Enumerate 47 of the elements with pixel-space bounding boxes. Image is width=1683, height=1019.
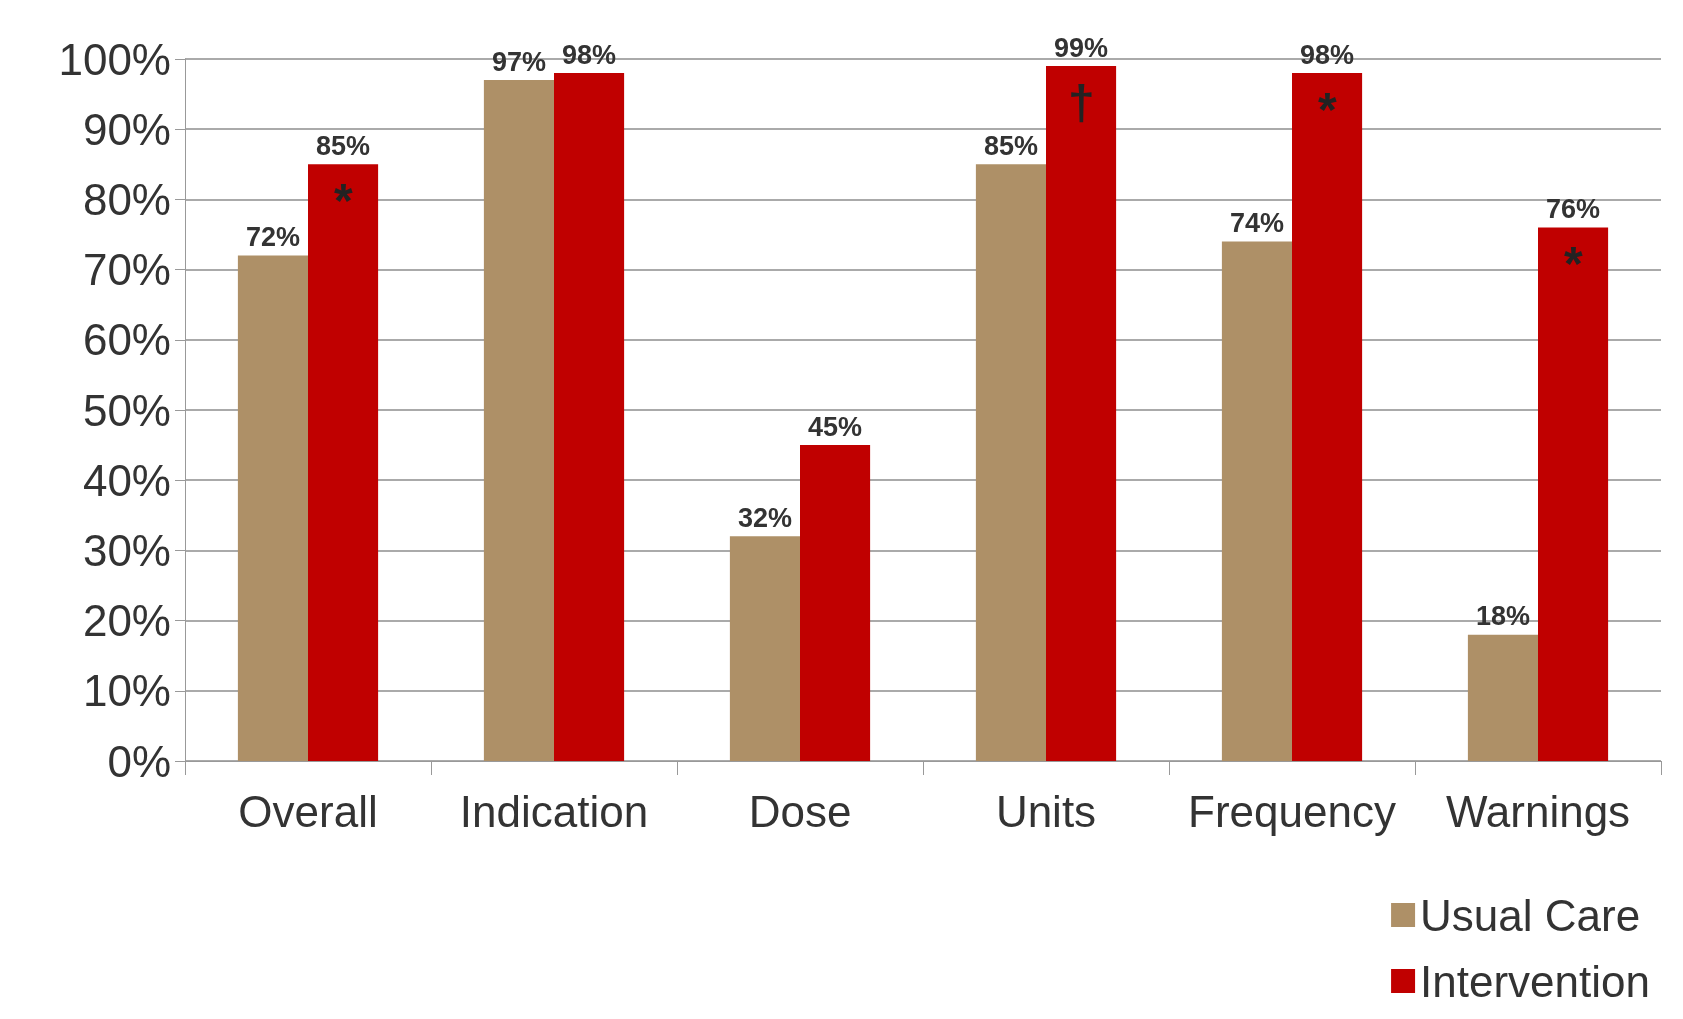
y-tick-label: 10% — [82, 666, 171, 716]
data-label: 32% — [737, 502, 792, 533]
data-label: 98% — [562, 39, 617, 70]
data-label: 72% — [245, 222, 300, 253]
data-label: 76% — [1546, 193, 1601, 224]
y-tick-label: 0% — [107, 736, 171, 786]
y-tick-label: 70% — [82, 245, 171, 295]
y-tick-label: 80% — [82, 174, 171, 224]
annotation: * — [1318, 82, 1338, 136]
bar — [554, 73, 625, 761]
x-tick-label: Units — [995, 786, 1097, 836]
data-label: 74% — [1229, 208, 1284, 239]
bar — [1467, 634, 1538, 761]
data-label: 45% — [808, 411, 863, 442]
y-tick-label: 50% — [82, 385, 171, 435]
x-tick-label: Warnings — [1445, 786, 1631, 836]
annotation: † — [1068, 75, 1095, 129]
y-tick-label: 60% — [82, 315, 171, 365]
data-label: 18% — [1475, 601, 1530, 632]
bar — [483, 80, 554, 761]
bar — [729, 536, 800, 761]
data-label: 98% — [1300, 39, 1355, 70]
y-tick-label: 30% — [82, 525, 171, 575]
bar — [1046, 66, 1117, 761]
legend-label: Usual Care — [1420, 890, 1641, 940]
y-tick-label: 100% — [58, 34, 171, 84]
x-tick-label: Indication — [459, 786, 649, 836]
bar — [1538, 227, 1609, 761]
y-tick-label: 90% — [82, 104, 171, 154]
bar — [1221, 241, 1292, 761]
annotation: * — [1564, 236, 1584, 290]
x-tick-label: Frequency — [1188, 786, 1396, 836]
x-tick-label: Overall — [238, 786, 378, 836]
data-label: 85% — [316, 130, 371, 161]
legend-label: Intervention — [1420, 956, 1651, 1006]
x-tick-label: Dose — [748, 786, 852, 836]
bar — [308, 164, 379, 761]
y-tick-label: 40% — [82, 455, 171, 505]
data-label: 97% — [491, 46, 546, 77]
bar — [1292, 73, 1363, 761]
data-label: 85% — [983, 130, 1038, 161]
bar — [975, 164, 1046, 761]
y-tick-label: 20% — [82, 596, 171, 646]
bar — [237, 255, 308, 761]
data-label: 99% — [1054, 32, 1109, 63]
bar — [800, 445, 871, 761]
annotation: * — [334, 173, 354, 227]
